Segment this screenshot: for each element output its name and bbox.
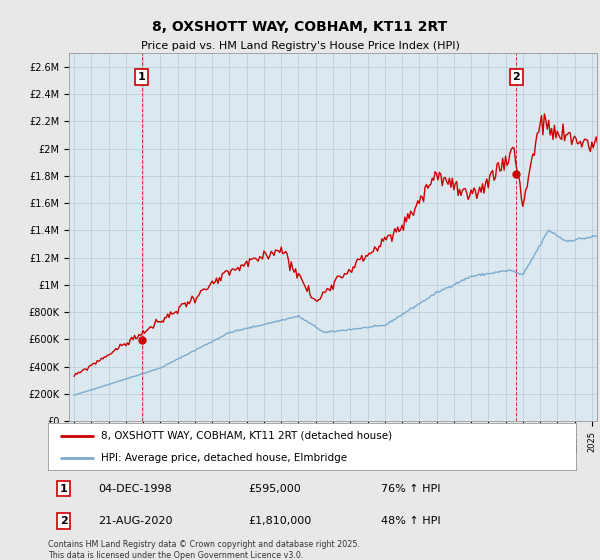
Text: 04-DEC-1998: 04-DEC-1998 xyxy=(98,484,172,493)
Text: £1,810,000: £1,810,000 xyxy=(248,516,312,526)
Text: Contains HM Land Registry data © Crown copyright and database right 2025.
This d: Contains HM Land Registry data © Crown c… xyxy=(48,540,360,560)
Text: 8, OXSHOTT WAY, COBHAM, KT11 2RT: 8, OXSHOTT WAY, COBHAM, KT11 2RT xyxy=(152,20,448,34)
Text: 1: 1 xyxy=(138,72,146,82)
Text: 48% ↑ HPI: 48% ↑ HPI xyxy=(380,516,440,526)
Text: HPI: Average price, detached house, Elmbridge: HPI: Average price, detached house, Elmb… xyxy=(101,452,347,463)
Text: 8, OXSHOTT WAY, COBHAM, KT11 2RT (detached house): 8, OXSHOTT WAY, COBHAM, KT11 2RT (detach… xyxy=(101,431,392,441)
Text: 76% ↑ HPI: 76% ↑ HPI xyxy=(380,484,440,493)
Text: 21-AUG-2020: 21-AUG-2020 xyxy=(98,516,173,526)
Text: 2: 2 xyxy=(512,72,520,82)
Text: 1: 1 xyxy=(60,484,68,493)
Text: £595,000: £595,000 xyxy=(248,484,301,493)
Text: 2: 2 xyxy=(60,516,68,526)
Text: Price paid vs. HM Land Registry's House Price Index (HPI): Price paid vs. HM Land Registry's House … xyxy=(140,41,460,51)
